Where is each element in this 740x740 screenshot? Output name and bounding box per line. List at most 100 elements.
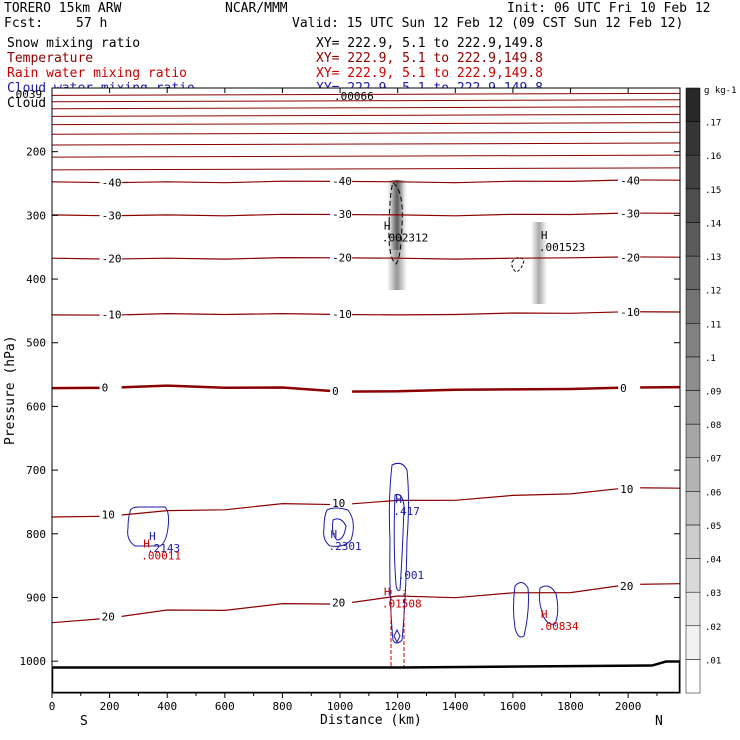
max-letter: H xyxy=(395,493,402,506)
max-value: .00011 xyxy=(141,550,181,563)
colorbar-level: .05 xyxy=(705,522,721,532)
y-tick-label: 900 xyxy=(26,591,46,604)
isotherm--40 xyxy=(52,179,680,184)
isotherm-label-bg xyxy=(618,174,641,186)
ice-max-label-left: .0039 xyxy=(9,88,42,101)
colorbar-step xyxy=(685,87,701,122)
legend-name: Temperature xyxy=(7,51,93,66)
colorbar-level: .11 xyxy=(705,320,721,330)
colorbar-step xyxy=(685,591,701,627)
forecast-hour: 57 h xyxy=(76,16,107,31)
x-tick-label: 400 xyxy=(157,700,177,713)
isotherm-label-bg xyxy=(330,497,353,509)
colorbar-unit: g kg-1 xyxy=(704,86,737,96)
cloud-water-left xyxy=(127,506,170,547)
max-value: .00834 xyxy=(539,620,579,633)
isotherm-label: -10 xyxy=(332,308,352,321)
y-tick-label: 1000 xyxy=(20,655,47,668)
max-letter: H xyxy=(149,530,156,543)
upper-isotherm xyxy=(52,167,680,171)
isotherm-label-bg xyxy=(618,306,641,318)
ice-contour-north xyxy=(511,256,525,273)
isotherm-label: -20 xyxy=(332,251,352,264)
isotherm-label: 0 xyxy=(102,381,109,394)
x-tick-label: 1400 xyxy=(442,700,469,713)
ice-contour-main xyxy=(388,182,403,265)
colorbar-level: .03 xyxy=(705,589,721,599)
x-tick-label: 1800 xyxy=(557,700,584,713)
cloud-water-column xyxy=(388,462,409,644)
upper-isotherm xyxy=(52,154,680,158)
isotherm-label: -10 xyxy=(102,309,122,322)
isotherm-label-bg xyxy=(99,252,122,264)
colorbar-step xyxy=(685,423,701,458)
isotherm-label-bg xyxy=(330,596,353,608)
max-value: .417 xyxy=(393,505,420,518)
colorbar-step xyxy=(685,457,701,492)
cloud-water-cell-low xyxy=(393,628,401,644)
max-value: .001523 xyxy=(539,241,585,254)
plot-frame xyxy=(51,87,681,694)
x-tick-label: 2000 xyxy=(615,700,642,713)
isotherm-label: -20 xyxy=(102,253,122,266)
legend-xy: XY= 222.9, 5.1 to 222.9,149.8 xyxy=(316,51,543,66)
isotherm-label-bg xyxy=(618,251,641,263)
isotherm-label: -30 xyxy=(620,207,640,220)
cloud-water-mid-inner xyxy=(332,518,347,541)
colorbar-level: .01 xyxy=(705,656,721,666)
colorbar-step xyxy=(685,323,701,358)
isotherm-label: -10 xyxy=(620,306,640,319)
isotherm-label-bg xyxy=(618,580,641,592)
x-axis-title: Distance (km) xyxy=(320,713,422,728)
colorbar-step xyxy=(685,491,701,526)
isotherm-label-bg xyxy=(99,381,122,393)
isotherm-label: 10 xyxy=(332,497,345,510)
isotherm-label: 20 xyxy=(102,611,115,624)
max-value: .2143 xyxy=(147,542,180,555)
colorbar-level: .12 xyxy=(705,287,721,297)
isotherm-label: -30 xyxy=(332,208,352,221)
cloud-water-mid xyxy=(323,507,354,547)
colorbar-level: .09 xyxy=(705,388,721,398)
x-tick-label: 800 xyxy=(273,700,293,713)
colorbar-step xyxy=(685,558,701,593)
center-name: NCAR/MMM xyxy=(225,1,288,16)
isotherm-label: 10 xyxy=(620,483,633,496)
max-value: .001 xyxy=(398,569,425,582)
isotherm-label-bg xyxy=(330,174,353,186)
upper-isotherm xyxy=(52,92,680,96)
isotherm-label-bg xyxy=(99,308,122,320)
colorbar-step xyxy=(685,188,701,223)
isotherm-label: 20 xyxy=(332,597,345,610)
upper-isotherm xyxy=(52,142,680,146)
max-value: .002312 xyxy=(382,231,428,244)
surface-line xyxy=(52,660,680,693)
colorbar-level: .1 xyxy=(705,354,716,364)
y-tick-label: 200 xyxy=(26,146,46,159)
colorbar-level: .04 xyxy=(705,556,721,566)
upper-isotherm xyxy=(52,99,680,103)
isotherm-label-bg xyxy=(330,385,353,397)
x-axis: 0 200 400 600 800 1000 1200 1400 1600 1800 2000 xyxy=(49,88,658,713)
snow-plume-north xyxy=(531,222,547,304)
upper-isotherm xyxy=(52,131,680,135)
isotherm-label: 10 xyxy=(102,509,115,522)
colorbar-step xyxy=(685,356,701,391)
isotherm--10 xyxy=(52,311,680,316)
south-label: S xyxy=(80,714,88,729)
isotherm-label-bg xyxy=(99,176,122,188)
forecast-label: Fcst: xyxy=(4,16,43,31)
init-time: Init: 06 UTC Fri 10 Feb 12 xyxy=(507,1,711,16)
isotherm-label-bg xyxy=(99,209,122,221)
colorbar-step xyxy=(685,625,701,660)
x-tick-label: 600 xyxy=(215,700,235,713)
y-tick-label: 500 xyxy=(26,337,46,350)
cloud-water-north-2 xyxy=(538,585,559,625)
colorbar-level: .02 xyxy=(705,623,721,633)
colorbar: .01 .02 .03 .04 .05 .06 .07 .08 .09 .1 .11 .12 .13 .1… xyxy=(685,87,721,694)
max-letter: H xyxy=(384,219,391,232)
y-tick-label: 800 xyxy=(26,528,46,541)
isotherm-label: -30 xyxy=(102,209,122,222)
ice-max-label-mid: .00066 xyxy=(334,90,374,103)
colorbar-step xyxy=(685,121,701,156)
